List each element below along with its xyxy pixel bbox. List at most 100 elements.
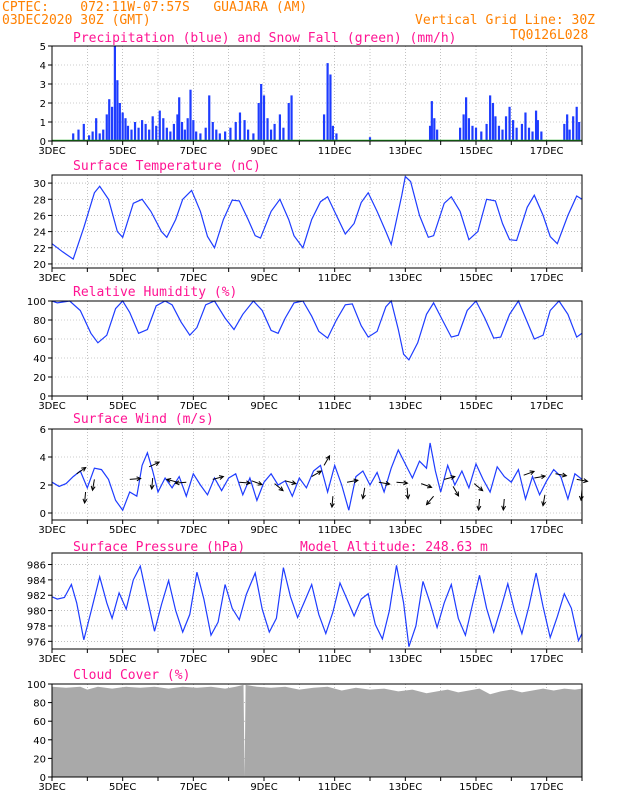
y-tick-label: 1 bbox=[40, 118, 46, 129]
y-tick-label: 4 bbox=[40, 61, 46, 72]
wind-arrow-head bbox=[450, 475, 456, 480]
wind-arrow-head bbox=[81, 466, 87, 472]
precip-bar bbox=[176, 114, 179, 141]
precip-bar bbox=[536, 120, 539, 141]
precip-bar bbox=[494, 116, 497, 141]
precip-bar bbox=[578, 122, 581, 141]
precip-bar bbox=[428, 125, 432, 141]
precip-bar bbox=[512, 120, 515, 141]
x-tick-label: 7DEC bbox=[180, 654, 207, 665]
precip-bar bbox=[116, 80, 119, 141]
precip-bar bbox=[273, 123, 276, 141]
x-tick-label: 5DEC bbox=[109, 401, 136, 412]
precip-bar bbox=[368, 137, 372, 141]
precip-bar bbox=[189, 89, 192, 141]
y-tick-label: 20 bbox=[33, 260, 46, 271]
precip-bar bbox=[575, 106, 578, 141]
wind-arrow bbox=[425, 495, 434, 506]
precip-bar bbox=[462, 114, 465, 141]
x-tick-label: 7DEC bbox=[180, 525, 207, 536]
precip-bar bbox=[215, 129, 218, 141]
x-tick-label: 13DEC bbox=[388, 782, 422, 793]
wind-arrow-head bbox=[427, 483, 433, 489]
y-tick-label: 4 bbox=[40, 453, 46, 464]
precip-bar bbox=[260, 84, 263, 141]
x-tick-label: 5DEC bbox=[109, 525, 136, 536]
precip-bar bbox=[72, 133, 75, 141]
wind-arrow-head bbox=[561, 472, 568, 478]
precip-bar bbox=[568, 129, 571, 141]
wind-arrow bbox=[212, 475, 225, 480]
x-tick-label: 3DEC bbox=[38, 782, 65, 793]
wind-arrow bbox=[346, 478, 359, 484]
precip-bar bbox=[287, 103, 290, 141]
x-tick-label: 15DEC bbox=[459, 273, 493, 284]
precip-bar bbox=[430, 101, 433, 141]
wind-arrow bbox=[361, 487, 366, 500]
y-tick-label: 984 bbox=[27, 576, 46, 587]
precip-bar bbox=[322, 114, 326, 141]
y-tick-label: 3 bbox=[40, 80, 46, 91]
precip-bar bbox=[252, 133, 255, 141]
wind-arrow bbox=[541, 494, 547, 507]
wind-arrow bbox=[90, 479, 96, 492]
x-tick-label: 11DEC bbox=[318, 146, 352, 157]
y-tick-label: 60 bbox=[33, 717, 46, 728]
wind-arrow-head bbox=[154, 461, 161, 466]
precip-bar bbox=[133, 122, 137, 141]
x-tick-label: 7DEC bbox=[180, 273, 207, 284]
wind-arrow bbox=[452, 486, 460, 497]
precip-bar bbox=[77, 129, 80, 141]
precip-bar bbox=[108, 99, 111, 141]
panel-frame bbox=[51, 300, 583, 397]
panel-title: Relative Humidity (%) bbox=[73, 285, 237, 300]
wind-arrow-shaft bbox=[311, 470, 322, 478]
precip-bar bbox=[491, 103, 495, 141]
precip-bar bbox=[141, 120, 144, 141]
precip-bar bbox=[162, 118, 165, 141]
wind-arrow-shaft bbox=[323, 455, 330, 466]
x-tick-label: 11DEC bbox=[318, 273, 352, 284]
wind-arrow-shaft bbox=[346, 479, 358, 483]
wind-arrow-head bbox=[82, 498, 88, 505]
precip-bar bbox=[102, 129, 105, 141]
precip-bar bbox=[88, 135, 91, 141]
wind-arrow bbox=[149, 477, 155, 491]
wind-arrow bbox=[239, 480, 252, 486]
wind-arrow-head bbox=[405, 494, 411, 500]
wind-arrow-head bbox=[403, 480, 409, 486]
x-tick-label: 3DEC bbox=[38, 401, 65, 412]
precip-bar bbox=[172, 123, 175, 141]
precip-bar bbox=[169, 131, 172, 141]
precip-bar bbox=[98, 133, 101, 141]
y-tick-label: 40 bbox=[33, 736, 46, 747]
x-tick-label: 5DEC bbox=[109, 146, 136, 157]
wind-arrow-shaft bbox=[426, 495, 434, 505]
x-tick-label: 3DEC bbox=[38, 146, 65, 157]
precip-bar bbox=[183, 129, 186, 141]
wind-arrow-shaft bbox=[148, 461, 160, 468]
y-tick-label: 22 bbox=[33, 244, 46, 255]
x-tick-label: 3DEC bbox=[38, 273, 65, 284]
x-tick-label: 5DEC bbox=[109, 654, 136, 665]
wind-arrow-head bbox=[278, 486, 284, 492]
wind-arrow bbox=[421, 483, 433, 489]
wind-arrow-head bbox=[529, 470, 536, 476]
precip-bar bbox=[243, 120, 246, 141]
wind-arrow-shaft bbox=[129, 477, 141, 480]
x-tick-label: 17DEC bbox=[530, 401, 564, 412]
precip-bar bbox=[501, 129, 504, 141]
x-tick-label: 7DEC bbox=[180, 782, 207, 793]
x-tick-label: 11DEC bbox=[318, 782, 352, 793]
x-tick-label: 13DEC bbox=[388, 273, 422, 284]
precip-bar bbox=[211, 122, 214, 141]
y-tick-label: 5 bbox=[40, 42, 46, 53]
x-tick-label: 9DEC bbox=[250, 782, 277, 793]
precip-bar bbox=[192, 120, 195, 141]
wind-arrow-shaft bbox=[285, 480, 296, 485]
y-tick-label: 982 bbox=[27, 591, 46, 602]
x-tick-label: 13DEC bbox=[388, 654, 422, 665]
precip-bar bbox=[165, 127, 168, 141]
panel-frame bbox=[51, 174, 583, 269]
precip-bar bbox=[262, 95, 266, 141]
